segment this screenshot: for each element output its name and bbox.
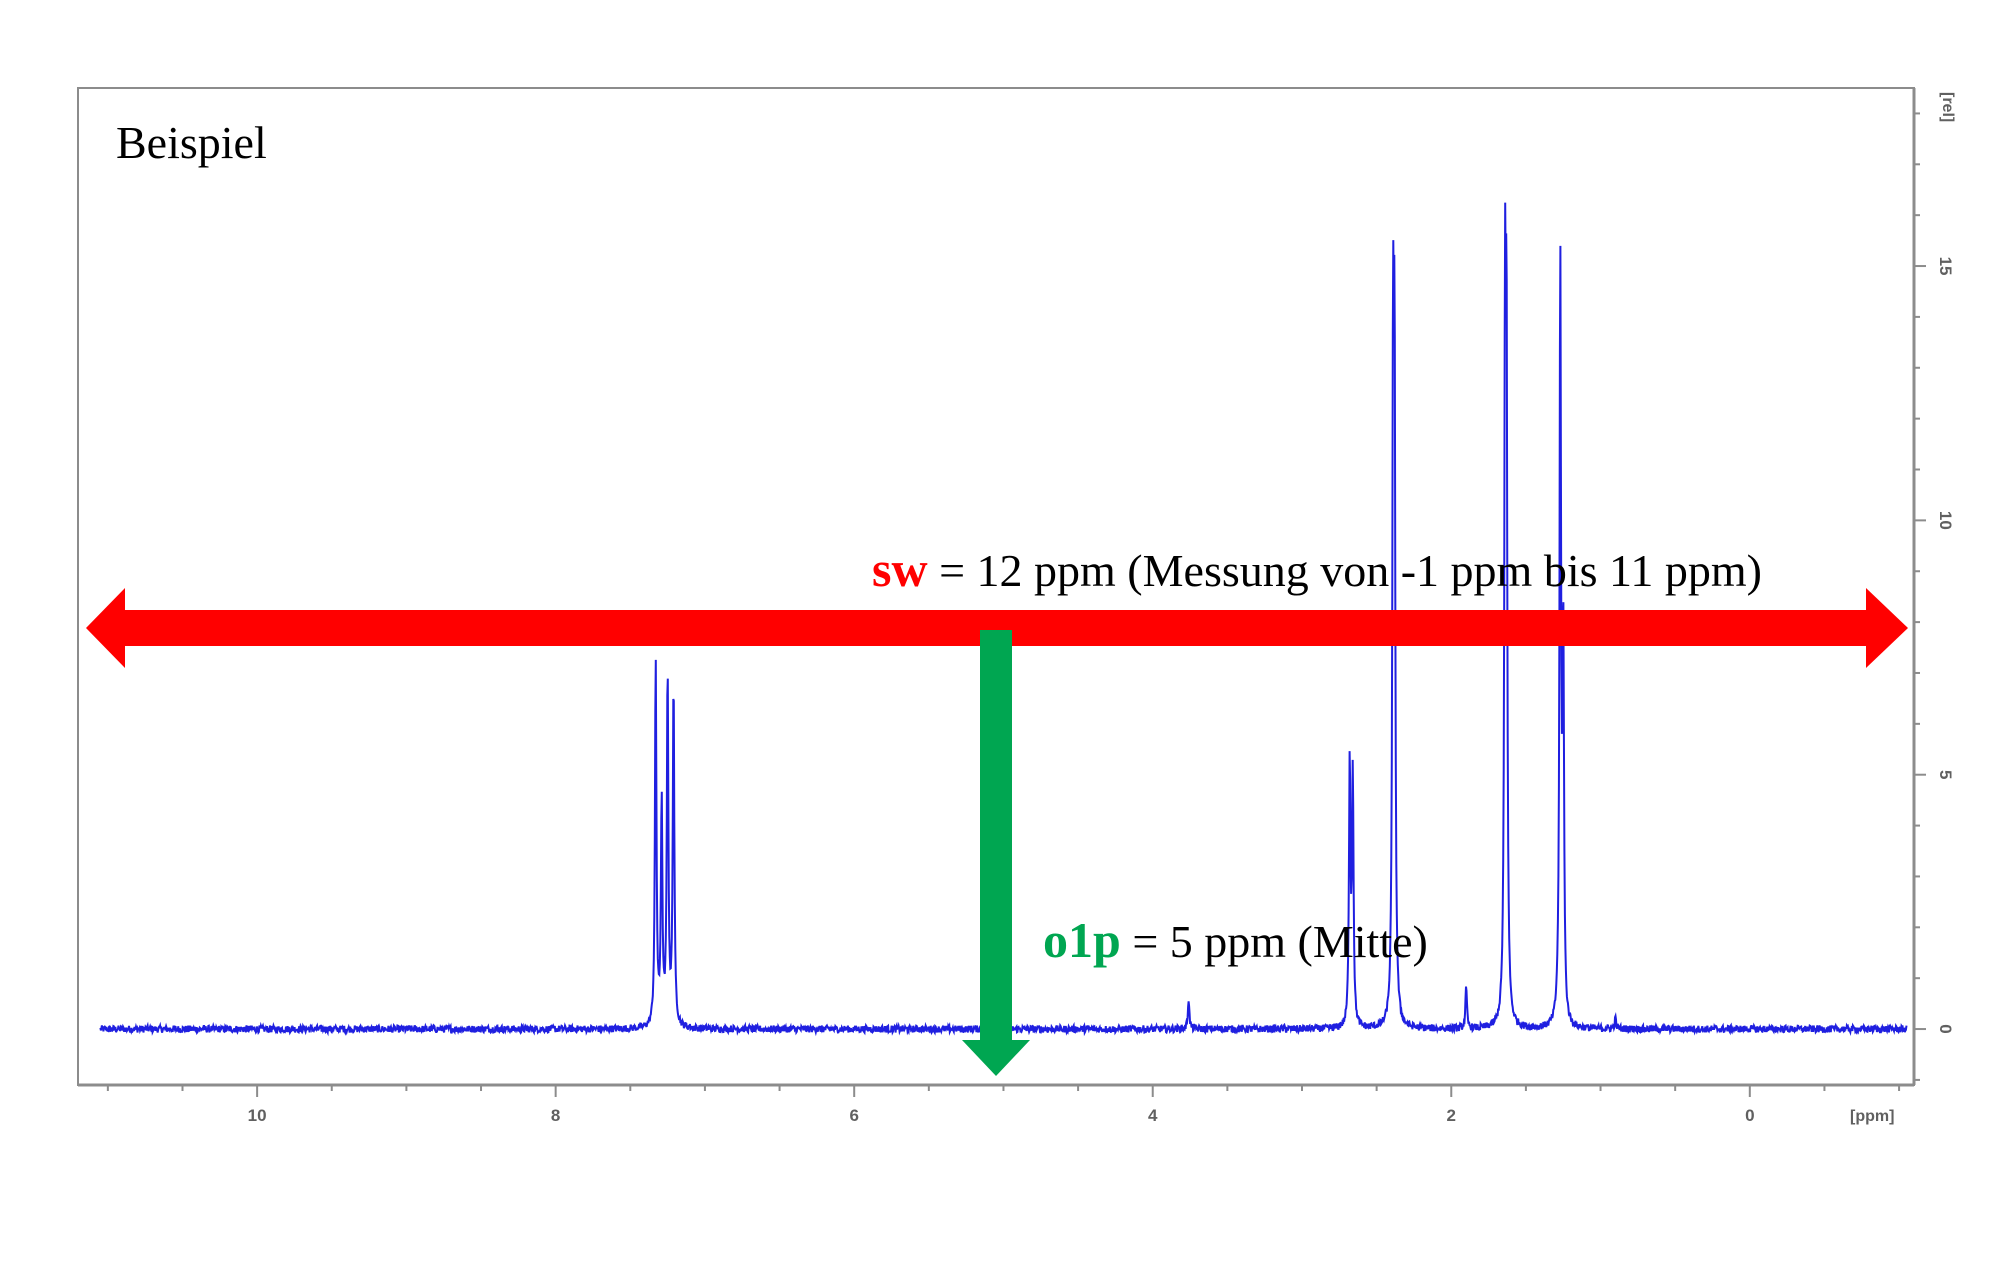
x-axis-label: [ppm] <box>1850 1108 1894 1125</box>
sw-annotation: sw = 12 ppm (Messung von -1 ppm bis 11 p… <box>872 541 1762 597</box>
o1p-annotation: o1p = 5 ppm (Mitte) <box>1043 912 1428 968</box>
sw-keyword: sw <box>872 541 928 597</box>
y-axis-ticks: 0 5 10 15 <box>1914 112 1955 1081</box>
x-axis-ticks: 10 8 6 4 2 0 <box>106 1085 1901 1125</box>
x-tick-label: 6 <box>849 1106 858 1125</box>
x-tick-label: 8 <box>551 1106 560 1125</box>
sw-description: = 12 ppm (Messung von -1 ppm bis 11 ppm) <box>928 545 1762 596</box>
x-tick-label: 4 <box>1148 1106 1158 1125</box>
o1p-description: = 5 ppm (Mitte) <box>1121 916 1428 967</box>
y-tick-label: 0 <box>1936 1024 1955 1033</box>
chart-title: Beispiel <box>116 117 267 168</box>
y-tick-label: 5 <box>1936 770 1955 779</box>
y-tick-label: 15 <box>1936 257 1955 276</box>
x-tick-label: 2 <box>1447 1106 1456 1125</box>
x-tick-label: 10 <box>248 1106 267 1125</box>
o1p-keyword: o1p <box>1043 912 1121 968</box>
y-tick-label: 10 <box>1936 511 1955 530</box>
o1p-down-arrow <box>962 630 1030 1076</box>
y-axis-label: [rel] <box>1939 92 1956 122</box>
x-tick-label: 0 <box>1745 1106 1754 1125</box>
